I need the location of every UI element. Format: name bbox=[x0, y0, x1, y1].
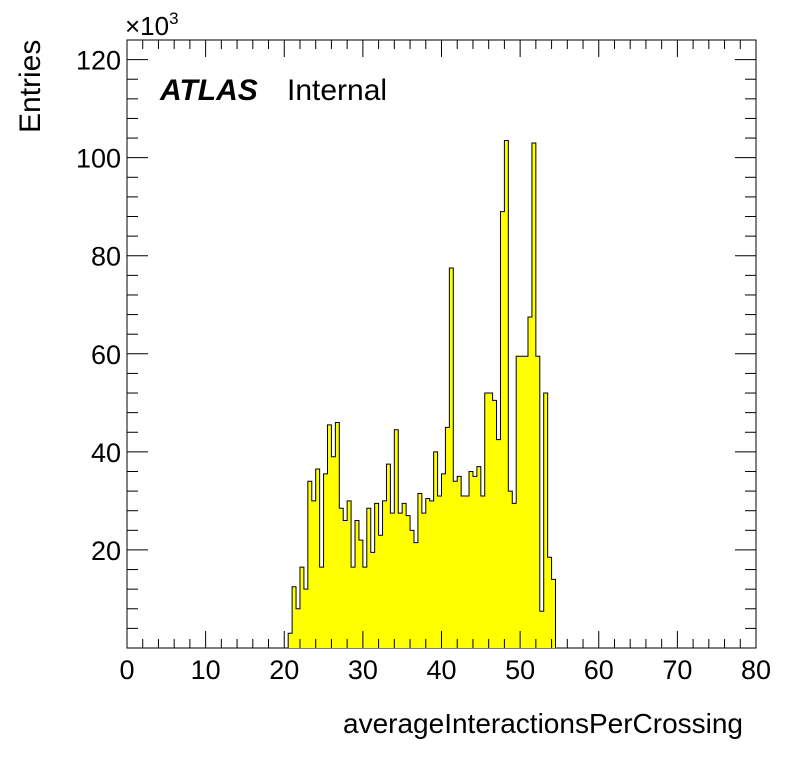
histogram-bin bbox=[358, 540, 364, 648]
histogram-bin bbox=[378, 535, 383, 648]
y-multiplier: ×103 bbox=[125, 9, 179, 41]
histogram-bin bbox=[347, 500, 352, 648]
x-tick-label: 20 bbox=[269, 655, 299, 685]
histogram-bin bbox=[445, 427, 450, 648]
histogram-bin bbox=[413, 542, 419, 648]
y-axis-ticks: 20 40 60 80 100 120 bbox=[76, 39, 756, 629]
histogram-bin bbox=[311, 500, 316, 648]
histogram-bin bbox=[516, 356, 521, 648]
histogram-bin bbox=[292, 586, 297, 648]
histogram-bin bbox=[362, 567, 368, 648]
histogram-bin bbox=[472, 476, 478, 648]
histogram-bin bbox=[531, 142, 537, 648]
histogram-bin bbox=[551, 579, 556, 648]
histogram-bin bbox=[331, 456, 336, 648]
histogram-bin bbox=[410, 530, 415, 648]
histogram-bin bbox=[335, 422, 340, 648]
histogram-bin bbox=[512, 503, 517, 648]
y-tick-label: 40 bbox=[91, 438, 121, 468]
y-multiplier-exponent: 3 bbox=[169, 9, 178, 28]
histogram-bin bbox=[417, 493, 423, 648]
x-axis-label: averageInteractionsPerCrossing bbox=[343, 708, 743, 739]
histogram-bin bbox=[319, 567, 324, 648]
histogram-bin bbox=[535, 356, 541, 648]
histogram-bin bbox=[355, 520, 360, 648]
histogram-bin bbox=[520, 356, 525, 648]
histogram-bin bbox=[351, 567, 356, 648]
histogram-bin bbox=[288, 633, 293, 648]
histogram-bin bbox=[492, 400, 497, 648]
histogram-bin bbox=[449, 268, 454, 648]
x-tick-label: 40 bbox=[426, 655, 456, 685]
histogram-bin bbox=[398, 513, 403, 648]
y-axis-label: Entries bbox=[14, 40, 47, 133]
histogram-bin bbox=[504, 140, 509, 649]
histogram-bin bbox=[374, 503, 379, 648]
histogram-bin bbox=[484, 393, 489, 648]
histogram-bin bbox=[500, 211, 505, 648]
histogram-bin bbox=[370, 552, 375, 648]
histogram-bin bbox=[441, 473, 446, 648]
histogram-outline bbox=[287, 140, 557, 648]
histogram-bin bbox=[327, 424, 332, 648]
histogram-bin bbox=[421, 513, 427, 648]
histogram-bin bbox=[433, 451, 438, 648]
x-axis-ticks: 0 10 20 30 40 50 60 70 80 bbox=[119, 40, 771, 685]
histogram-bin bbox=[343, 520, 348, 648]
histogram-bin bbox=[539, 611, 545, 648]
histogram-bin bbox=[307, 481, 313, 648]
histogram-bin bbox=[296, 608, 301, 648]
histogram-bin bbox=[429, 500, 434, 648]
histogram-bin bbox=[386, 464, 391, 648]
histogram-bin bbox=[402, 503, 407, 648]
histogram-bin bbox=[480, 496, 486, 648]
y-tick-label: 20 bbox=[91, 536, 121, 566]
histogram-bin bbox=[425, 498, 431, 648]
internal-label: Internal bbox=[287, 74, 387, 107]
histogram-bin bbox=[488, 393, 493, 648]
x-tick-label: 50 bbox=[505, 655, 535, 685]
histogram-bin bbox=[406, 515, 411, 648]
histogram-bin bbox=[339, 508, 344, 648]
histogram-bin bbox=[457, 476, 462, 648]
histogram-bin bbox=[508, 491, 513, 648]
histogram-bin bbox=[524, 356, 529, 648]
atlas-label: ATLAS bbox=[159, 74, 258, 107]
histogram-bin bbox=[496, 439, 501, 648]
histogram-bin bbox=[547, 557, 552, 648]
histogram-bin bbox=[453, 481, 458, 648]
y-tick-label: 80 bbox=[91, 242, 121, 272]
histogram-bin bbox=[390, 513, 395, 648]
histogram-bin bbox=[299, 567, 305, 648]
histogram-bin bbox=[437, 496, 442, 648]
x-tick-label: 10 bbox=[191, 655, 221, 685]
histogram-bin bbox=[382, 500, 387, 648]
histogram-bin bbox=[366, 508, 372, 648]
x-tick-label: 30 bbox=[348, 655, 378, 685]
y-tick-label: 100 bbox=[76, 144, 121, 174]
histogram-bin bbox=[469, 471, 474, 648]
histogram-bin bbox=[303, 589, 309, 648]
histogram-bin bbox=[476, 466, 482, 648]
x-tick-label: 80 bbox=[741, 655, 771, 685]
histogram-bin bbox=[394, 429, 399, 648]
x-tick-label: 0 bbox=[119, 655, 134, 685]
histogram-bin bbox=[461, 496, 466, 648]
y-tick-label: 120 bbox=[76, 46, 121, 76]
x-tick-label: 70 bbox=[662, 655, 692, 685]
histogram-bin bbox=[543, 393, 548, 648]
histogram-bars bbox=[287, 140, 557, 649]
histogram-bin bbox=[527, 317, 533, 648]
histogram-bin bbox=[465, 496, 470, 648]
histogram-bin bbox=[323, 473, 328, 648]
histogram-bin bbox=[315, 469, 320, 648]
x-tick-label: 60 bbox=[584, 655, 614, 685]
y-tick-label: 60 bbox=[91, 340, 121, 370]
